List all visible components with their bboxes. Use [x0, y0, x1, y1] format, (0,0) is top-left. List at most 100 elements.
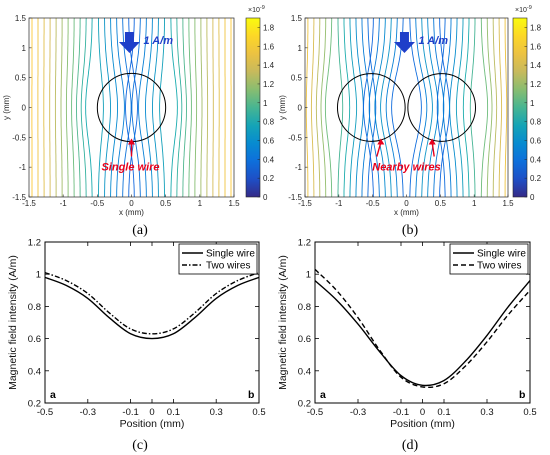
- contour-line: [427, 18, 439, 197]
- contour-line: [343, 18, 351, 197]
- x-tick-label: -0.5: [366, 199, 380, 208]
- contour-line: [170, 18, 178, 197]
- caption-c: (c): [132, 438, 148, 453]
- contour-line: [409, 18, 422, 197]
- colorbar-tick-label: 0.4: [530, 155, 542, 164]
- contour-line: [54, 18, 57, 197]
- contour-line: [182, 18, 187, 197]
- colorbar-tick-label: 0.2: [263, 174, 275, 183]
- x-tick-label: -0.1: [122, 407, 138, 418]
- colorbar-tick-label: 1.8: [530, 23, 542, 32]
- x-tick-label: -1: [60, 199, 68, 208]
- contour-line: [469, 18, 476, 197]
- contour-line: [442, 18, 452, 197]
- colorbar-tick-label: 0.4: [263, 155, 275, 164]
- contour-line: [374, 18, 386, 197]
- series-line: [44, 271, 260, 335]
- contour-line: [188, 18, 192, 197]
- y-axis-label: Magnetic field intensity (A/m): [7, 255, 19, 390]
- contour-line: [110, 18, 118, 197]
- colorbar-tick-label: 0.8: [263, 118, 275, 127]
- y-tick-label: -0.5: [288, 133, 302, 142]
- y-tick-label: -1.5: [12, 193, 26, 202]
- legend-label: Two wires: [206, 261, 250, 272]
- contour-line: [367, 18, 377, 197]
- x-tick-label: -0.3: [80, 407, 96, 418]
- x-tick-label: 0.5: [252, 407, 265, 418]
- x-tick-label: -0.5: [37, 407, 53, 418]
- series-line: [314, 268, 531, 389]
- field-arrow-icon: [118, 32, 140, 53]
- x-tick-label: -1: [335, 199, 343, 208]
- colorbar-tick-label: 1.2: [530, 80, 542, 89]
- contour-line: [363, 18, 374, 197]
- contour-line: [122, 18, 132, 197]
- contour-line: [145, 18, 153, 197]
- y-tick-label: 0: [22, 104, 27, 113]
- contour-line: [65, 18, 69, 197]
- caption-b: (b): [402, 223, 419, 238]
- legend-label: Single wire: [206, 249, 255, 260]
- y-tick-label: 1: [22, 44, 27, 53]
- corner-label-a: a: [320, 389, 326, 401]
- pointer-arrow-shaft: [376, 142, 382, 157]
- contour-line: [421, 18, 433, 197]
- corner-label-b: b: [519, 389, 525, 401]
- x-tick-label: 1.5: [228, 199, 240, 208]
- y-tick-label: 0.6: [298, 334, 311, 345]
- contour-line: [449, 18, 458, 197]
- x-tick-label: -1.5: [22, 199, 36, 208]
- x-tick-label: 0.5: [523, 407, 536, 418]
- contour-line: [85, 18, 93, 197]
- legend-label: Two wires: [477, 261, 521, 272]
- contour-line: [492, 18, 498, 197]
- pointer-annotation: Single wire: [101, 138, 160, 174]
- contour-line: [504, 18, 508, 197]
- contour-line: [116, 18, 125, 197]
- pointer-arrow-shaft: [431, 142, 435, 157]
- contour-line: [462, 18, 470, 197]
- x-tick-label: 0: [149, 407, 154, 418]
- x-tick-label: 0.1: [437, 407, 450, 418]
- y-tick-label: 1: [298, 44, 303, 53]
- contour-plot-a: -1.5 -1 -0.5 0 0.5 1 1.5 -1.5 -1 -0.5 0 0.5 1 1.5 x (m…: [2, 5, 275, 217]
- y-tick-label: -1.5: [288, 193, 302, 202]
- contour-line: [98, 18, 104, 197]
- contour-line: [498, 18, 503, 197]
- contour-line: [315, 18, 321, 197]
- field-arrow-label: 1 A/m: [143, 35, 173, 47]
- contour-line: [361, 18, 371, 197]
- corner-label-b: b: [248, 389, 254, 401]
- colorbar-tick-label: 0.8: [530, 118, 542, 127]
- contour-line: [200, 18, 203, 197]
- y-tick-label: -0.5: [12, 133, 26, 142]
- contour-line: [433, 18, 445, 197]
- contour-line: [194, 18, 198, 197]
- y-tick-label: 0.6: [28, 334, 41, 345]
- colorbar-exponent: ×10-9: [248, 5, 265, 14]
- x-tick-label: -1.5: [298, 199, 312, 208]
- contour-line: [104, 18, 111, 197]
- colorbar-tick-label: 1.4: [530, 61, 542, 70]
- y-axis-label: y (mm): [278, 95, 287, 120]
- contour-lines-a: [31, 18, 232, 197]
- colorbar-tick-label: 1.2: [263, 80, 275, 89]
- x-tick-label: 0.5: [435, 199, 447, 208]
- contour-line: [76, 18, 81, 197]
- y-tick-label: 0.2: [298, 399, 311, 410]
- wire-outline: [336, 73, 406, 142]
- field-arrow-icon: [393, 32, 415, 53]
- y-tick-label: 1.5: [15, 14, 27, 23]
- x-axis-label: Position (mm): [120, 418, 185, 430]
- caption-a: (a): [132, 223, 148, 238]
- line-plot-c: -0.5 -0.3 -0.1 0 0.1 0.3 0.5 0.2 0.4 0.6 0.8 1 1.2 Po…: [7, 238, 266, 431]
- colorbar-tick-label: 0.6: [263, 136, 275, 145]
- y-axis-label: Magnetic field intensity (A/m): [277, 255, 289, 390]
- colorbar-exponent: ×10-9: [515, 5, 532, 14]
- y-tick-label: 1.5: [291, 14, 303, 23]
- contour-line: [324, 18, 333, 197]
- pointer-label: Single wire: [101, 162, 159, 174]
- contour-line: [138, 18, 147, 197]
- x-tick-label: 0.3: [210, 407, 223, 418]
- y-tick-label: 1: [36, 270, 41, 281]
